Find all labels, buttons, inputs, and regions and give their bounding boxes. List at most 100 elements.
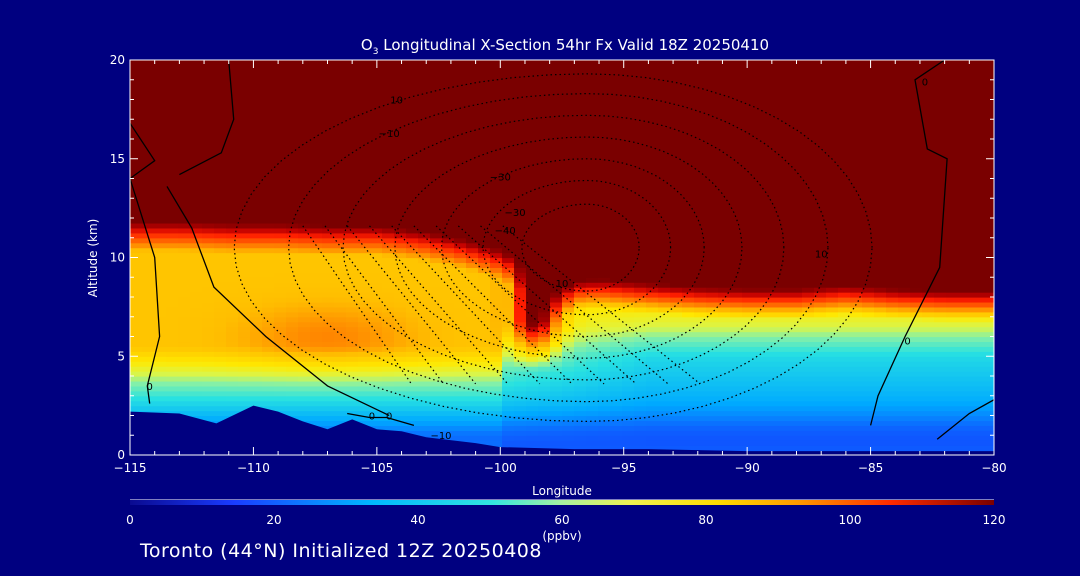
field-cell (586, 336, 599, 343)
field-cell (526, 292, 539, 298)
field-cell (334, 222, 347, 229)
field-cell (202, 129, 215, 135)
field-cell (202, 173, 215, 180)
field-cell (286, 257, 299, 264)
field-cell (406, 60, 419, 66)
field-cell (874, 341, 887, 347)
field-cell (610, 331, 623, 338)
field-cell (838, 69, 851, 76)
field-cell (502, 400, 515, 407)
field-cell (634, 124, 647, 130)
field-cell (514, 114, 527, 120)
field-cell (238, 366, 251, 372)
field-cell (790, 227, 803, 234)
field-cell (706, 326, 719, 333)
field-cell (334, 376, 347, 382)
field-cell (514, 213, 527, 219)
field-cell (478, 336, 491, 343)
field-cell (214, 153, 227, 160)
field-cell (646, 297, 659, 303)
field-cell (190, 262, 203, 268)
field-cell (646, 168, 659, 175)
field-cell (598, 267, 611, 273)
field-cell (202, 232, 215, 239)
field-cell (706, 277, 719, 283)
field-cell (454, 193, 467, 199)
field-cell (538, 74, 551, 81)
field-cell (538, 331, 551, 338)
field-cell (814, 168, 827, 175)
field-cell (598, 79, 611, 86)
field-cell (214, 227, 227, 234)
field-cell (838, 331, 851, 338)
field-cell (574, 405, 587, 412)
field-cell (202, 247, 215, 254)
field-cell (178, 410, 191, 417)
field-cell (526, 139, 539, 145)
field-cell (454, 109, 467, 115)
field-cell (394, 74, 407, 81)
field-cell (562, 380, 575, 387)
field-cell (766, 232, 779, 239)
field-cell (802, 143, 815, 150)
field-cell (238, 282, 251, 288)
field-cell (466, 139, 479, 145)
field-cell (466, 60, 479, 66)
field-cell (694, 139, 707, 145)
field-cell (550, 242, 563, 249)
field-cell (538, 356, 551, 362)
field-cell (610, 390, 623, 397)
field-cell (574, 222, 587, 229)
field-cell (574, 366, 587, 372)
field-cell (766, 262, 779, 268)
field-cell (370, 89, 383, 96)
field-cell (706, 297, 719, 303)
field-cell (838, 74, 851, 81)
field-cell (478, 361, 491, 367)
field-cell (718, 158, 731, 165)
field-cell (154, 351, 167, 357)
field-cell (286, 222, 299, 229)
field-cell (286, 316, 299, 323)
field-cell (166, 203, 179, 209)
field-cell (370, 371, 383, 377)
field-cell (694, 272, 707, 278)
field-cell (466, 198, 479, 204)
field-cell (430, 326, 443, 333)
field-cell (190, 104, 203, 110)
field-cell (166, 60, 179, 66)
field-cell (346, 139, 359, 145)
field-cell (814, 79, 827, 86)
field-cell (370, 109, 383, 115)
field-cell (430, 64, 443, 71)
field-cell (850, 158, 863, 165)
field-cell (178, 311, 191, 318)
field-cell (778, 124, 791, 130)
field-cell (478, 99, 491, 106)
field-cell (322, 69, 335, 76)
field-cell (610, 163, 623, 170)
field-cell (502, 410, 515, 417)
field-cell (478, 94, 491, 101)
field-cell (202, 410, 215, 417)
field-cell (658, 385, 671, 392)
field-cell (622, 390, 635, 397)
field-cell (214, 173, 227, 180)
field-cell (346, 311, 359, 318)
field-cell (190, 143, 203, 150)
field-cell (490, 410, 503, 417)
field-cell (502, 84, 515, 91)
field-cell (706, 178, 719, 185)
field-cell (442, 376, 455, 382)
field-cell (730, 297, 743, 303)
field-cell (250, 124, 263, 130)
field-cell (790, 440, 803, 446)
field-cell (190, 366, 203, 372)
field-cell (406, 237, 419, 244)
field-cell (646, 366, 659, 372)
field-cell (514, 218, 527, 224)
field-cell (670, 371, 683, 377)
field-cell (610, 227, 623, 234)
field-cell (262, 297, 275, 303)
field-cell (790, 321, 803, 328)
